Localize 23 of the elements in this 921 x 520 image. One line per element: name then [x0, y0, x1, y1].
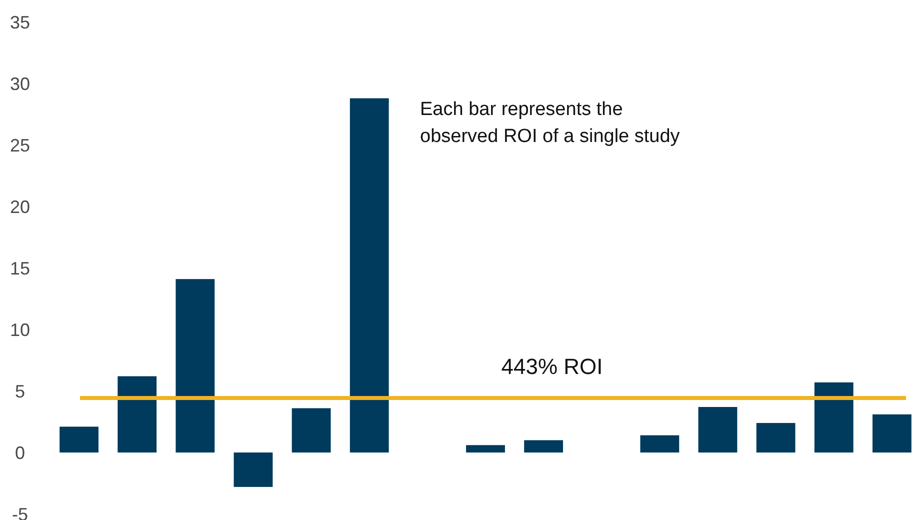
- ref-line-label: 443% ROI: [501, 354, 603, 380]
- bar: [524, 440, 564, 452]
- y-tick-label: 10: [10, 320, 30, 340]
- y-tick-label: 30: [10, 74, 30, 94]
- bar: [466, 445, 505, 452]
- bar: [814, 382, 854, 452]
- annotation: Each bar represents the observed ROI of a single study: [420, 99, 680, 147]
- bar: [234, 452, 273, 487]
- bar: [292, 408, 331, 452]
- y-tick-label: 20: [10, 196, 30, 217]
- bar: [756, 422, 796, 452]
- bar: [872, 414, 912, 452]
- y-tick-label: 25: [10, 135, 30, 156]
- bar: [640, 435, 680, 452]
- y-tick-label: 35: [10, 12, 30, 32]
- y-tick-label: 5: [14, 381, 26, 402]
- bar: [118, 376, 157, 452]
- y-tick-label: 15: [10, 258, 30, 278]
- bar: [698, 406, 738, 452]
- bar: [350, 98, 389, 452]
- bar: [60, 426, 98, 452]
- y-tick-label: 0: [14, 442, 26, 463]
- bar: [176, 279, 215, 452]
